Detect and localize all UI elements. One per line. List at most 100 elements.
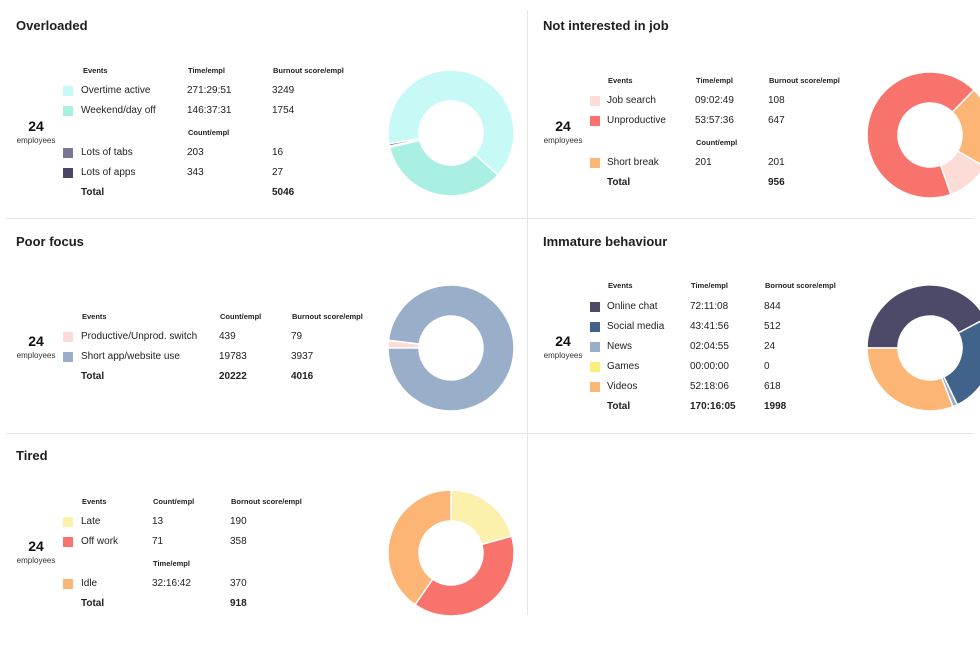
total-row: Total 20222 4016: [6, 370, 526, 384]
table-row: Social media 43:41:56 512: [533, 320, 980, 334]
event-label: Lots of tabs: [81, 147, 133, 158]
table-row: Weekend/day off 146:37:31 1754: [6, 104, 526, 118]
event-label: Videos: [607, 381, 638, 392]
panel-tired: Tired 24 employees Events Count/empl Bor…: [6, 440, 526, 620]
event-label: Late: [81, 516, 101, 527]
event-value: 203: [187, 147, 204, 158]
total-row: Total 5046: [6, 186, 526, 200]
header-burnout: Burnout score/empl: [292, 312, 363, 321]
employee-count: 24 employees: [16, 538, 56, 565]
event-score: 3249: [272, 85, 295, 96]
legend-swatch: [63, 537, 73, 547]
event-score: 201: [768, 157, 785, 168]
donut-slice: [866, 347, 954, 412]
event-label: Off work: [81, 536, 119, 547]
table-row: News 02:04:55 24: [533, 340, 980, 354]
event-value: 271:29:51: [187, 85, 232, 96]
table-row: Productive/Unprod. switch 439 79: [6, 330, 526, 344]
total-label: Total: [607, 401, 631, 412]
header-events: Events: [608, 76, 633, 85]
header-time: Time/empl: [696, 76, 733, 85]
event-value: 53:57:36: [695, 115, 734, 126]
donut-chart: [866, 284, 980, 412]
header-burnout: Bornout score/empl: [765, 281, 836, 290]
legend-swatch: [63, 352, 73, 362]
employee-count: 24 employees: [16, 118, 56, 145]
legend-swatch: [590, 96, 600, 106]
table-row: Overtime active 271:29:51 3249: [6, 84, 526, 98]
panel-immature-behaviour: Immature behaviour 24 employees Events T…: [533, 226, 980, 432]
panel-overloaded: Overloaded 24 employees Events Time/empl…: [6, 10, 526, 218]
event-label: Idle: [81, 578, 98, 589]
total-label: Total: [81, 371, 105, 382]
event-value: 09:02:49: [695, 95, 734, 106]
table-row: Short break 201 201: [533, 156, 980, 170]
table-row: Lots of apps 343 27: [6, 166, 526, 180]
event-value: 146:37:31: [187, 105, 232, 116]
header-events: Events: [83, 66, 108, 75]
table-row: Late 13 190: [6, 515, 526, 529]
event-score: 0: [764, 361, 770, 372]
event-score: 108: [768, 95, 785, 106]
donut-slice: [951, 88, 980, 165]
total-row: Total 170:16:05 1998: [533, 400, 980, 414]
donut-slice: [866, 71, 976, 199]
donut-chart: [866, 71, 980, 199]
donut-slice: [942, 320, 980, 406]
event-label: Short break: [607, 157, 659, 168]
event-value: 52:18:06: [690, 381, 729, 392]
event-label: Unproductive: [607, 115, 666, 126]
event-value: 343: [187, 167, 204, 178]
legend-swatch: [63, 332, 73, 342]
donut-slice: [450, 489, 513, 546]
event-value: 71: [152, 536, 164, 547]
total-score: 956: [768, 177, 785, 188]
donut-slice: [387, 284, 515, 412]
legend-swatch: [63, 106, 73, 116]
event-score: 24: [764, 341, 776, 352]
donut-chart: [387, 489, 515, 617]
legend-swatch: [63, 86, 73, 96]
panel-title: Poor focus: [16, 234, 84, 249]
header-events: Events: [82, 312, 107, 321]
total-score: 4016: [291, 371, 314, 382]
legend-swatch: [590, 116, 600, 126]
donut-chart: [387, 69, 515, 197]
event-score: 190: [230, 516, 247, 527]
event-score: 512: [764, 321, 781, 332]
panel-title: Tired: [16, 448, 48, 463]
employee-count: 24 employees: [543, 333, 583, 360]
event-value: 00:00:00: [690, 361, 729, 372]
total-label: Total: [607, 177, 631, 188]
event-label: Games: [607, 361, 640, 372]
header-events: Events: [82, 497, 107, 506]
legend-swatch: [63, 579, 73, 589]
total-label: Total: [81, 598, 105, 609]
event-score: 370: [230, 578, 247, 589]
donut-slice: [413, 535, 515, 617]
panel-title: Overloaded: [16, 18, 88, 33]
event-score: 27: [272, 167, 284, 178]
donut-slice: [388, 137, 421, 147]
event-value: 201: [695, 157, 712, 168]
header-burnout: Bornout score/empl: [231, 497, 302, 506]
legend-swatch: [63, 517, 73, 527]
table-row: Lots of tabs 203 16: [6, 146, 526, 160]
legend-swatch: [63, 148, 73, 158]
total-score: 1998: [764, 401, 787, 412]
donut-slice: [388, 139, 500, 197]
event-value: 32:16:42: [152, 578, 191, 589]
total-row: Total 918: [6, 597, 526, 611]
event-score: 647: [768, 115, 785, 126]
event-score: 358: [230, 536, 247, 547]
donut-slice: [387, 489, 452, 606]
table-row: Videos 52:18:06 618: [533, 380, 980, 394]
table-row: Job search 09:02:49 108: [533, 94, 980, 108]
donut-slice: [866, 284, 980, 349]
header-events: Events: [608, 281, 633, 290]
table-row: Games 00:00:00 0: [533, 360, 980, 374]
event-score: 16: [272, 147, 284, 158]
event-score: 3937: [291, 351, 314, 362]
column-divider: [527, 10, 528, 615]
header-count: Count/empl: [153, 497, 195, 506]
